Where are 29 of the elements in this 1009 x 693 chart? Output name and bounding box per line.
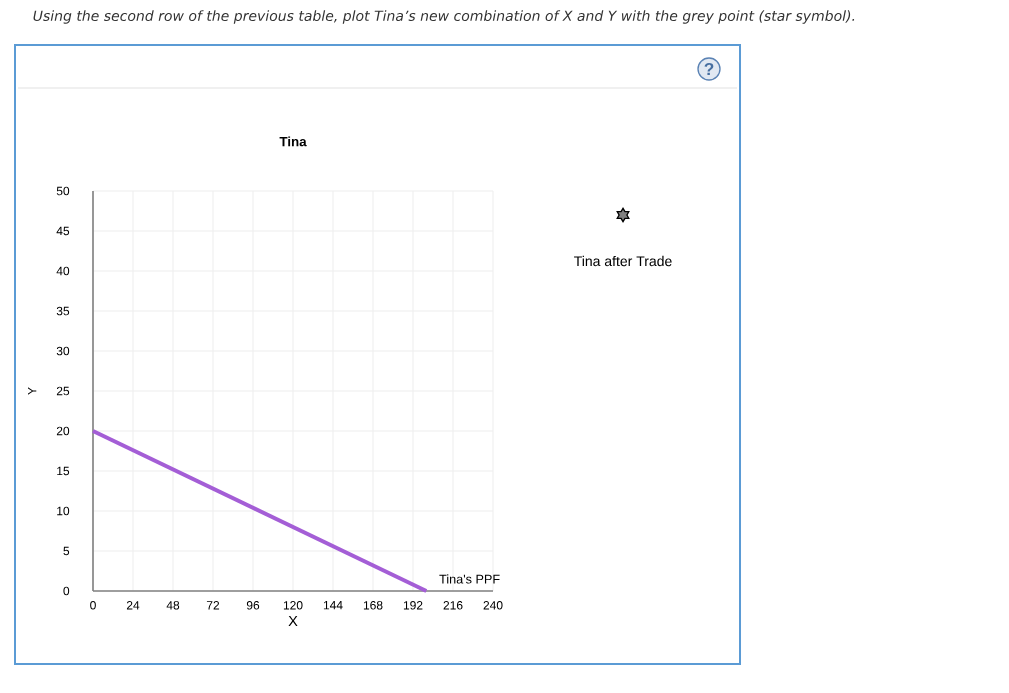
y-tick-label: 20 (56, 426, 70, 436)
y-tick-label: 10 (57, 506, 70, 516)
y-tick-label: 40 (56, 266, 70, 276)
y-tick-label: 15 (57, 466, 70, 476)
y-axis-title: Y (28, 387, 37, 395)
x-tick-label: 192 (403, 601, 423, 610)
chart-title: Tina (279, 136, 307, 147)
x-tick-label: 144 (323, 601, 343, 610)
x-tick-label: 24 (126, 601, 140, 610)
y-tick-label: 30 (56, 346, 70, 356)
x-tick-label: 48 (166, 601, 180, 610)
y-tick-label: 35 (56, 306, 70, 316)
y-tick-label: 45 (56, 226, 70, 236)
y-tick-label: 5 (63, 546, 70, 556)
series-label: Tina's PPF (439, 574, 500, 584)
x-tick-label: 240 (483, 601, 503, 610)
text: Tina after Trade (574, 255, 672, 267)
x-tick-label: 168 (363, 601, 383, 610)
x-tick-label: 72 (206, 601, 220, 610)
y-tick-label: 25 (56, 386, 70, 396)
y-tick-label: 50 (56, 186, 70, 196)
x-tick-label: 96 (246, 601, 260, 610)
text: Using the second row of the previous table, plot Tina’s new combination of X and Y with the grey point (star symbol). (33, 10, 855, 24)
y-tick-label: 0 (63, 586, 70, 596)
x-axis-title: X (288, 616, 298, 627)
x-tick-label: 0 (90, 601, 96, 610)
x-tick-label: 216 (443, 601, 463, 610)
x-tick-label: 120 (283, 601, 303, 610)
text: ? (704, 62, 714, 76)
